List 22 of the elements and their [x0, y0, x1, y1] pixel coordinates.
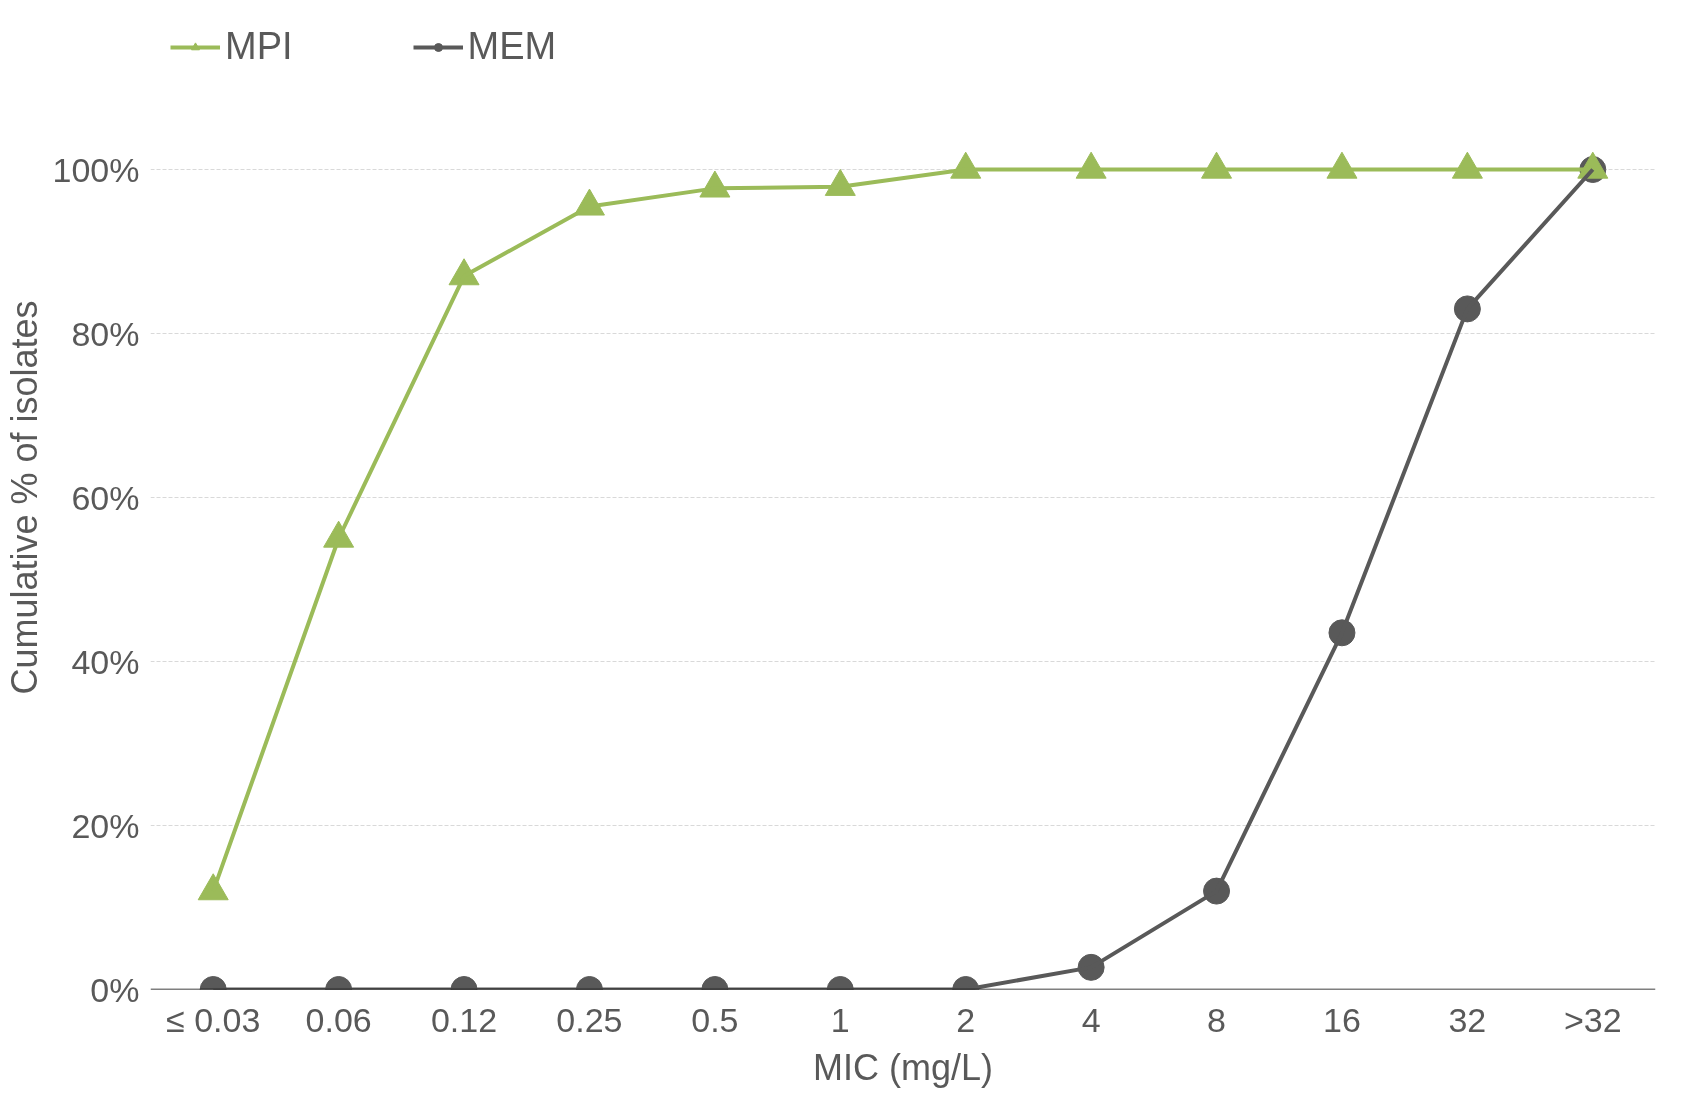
x-tick-label: 16	[1323, 1000, 1361, 1039]
y-axis-title: Cumulative % of isolates	[3, 300, 45, 695]
x-tick-label: 0.12	[430, 1000, 498, 1039]
x-tick-label: 2	[956, 1000, 976, 1039]
legend-label: MEM	[467, 25, 557, 68]
x-tick-label: 8	[1207, 1000, 1227, 1039]
x-tick-label: 32	[1448, 1000, 1487, 1039]
x-tick-label: 1	[830, 1000, 850, 1039]
x-tick-label: ≤ 0.03	[166, 1000, 261, 1039]
legend-label: MPI	[225, 25, 293, 68]
y-tick-label: 20%	[71, 806, 140, 845]
x-tick-label: 0.5	[691, 1000, 739, 1039]
y-tick-label: 60%	[71, 478, 140, 517]
y-tick-label: 80%	[71, 314, 140, 353]
y-tick-label: 0%	[90, 970, 140, 1009]
x-tick-label: 0.25	[556, 1000, 623, 1039]
x-tick-label: 0.06	[305, 1000, 372, 1039]
x-tick-label: 4	[1081, 1000, 1101, 1039]
x-axis-title: MIC (mg/L)	[813, 1046, 993, 1088]
x-tick-label: >32	[1563, 1000, 1622, 1039]
y-tick-label: 40%	[71, 642, 140, 681]
y-tick-label: 100%	[52, 150, 140, 189]
